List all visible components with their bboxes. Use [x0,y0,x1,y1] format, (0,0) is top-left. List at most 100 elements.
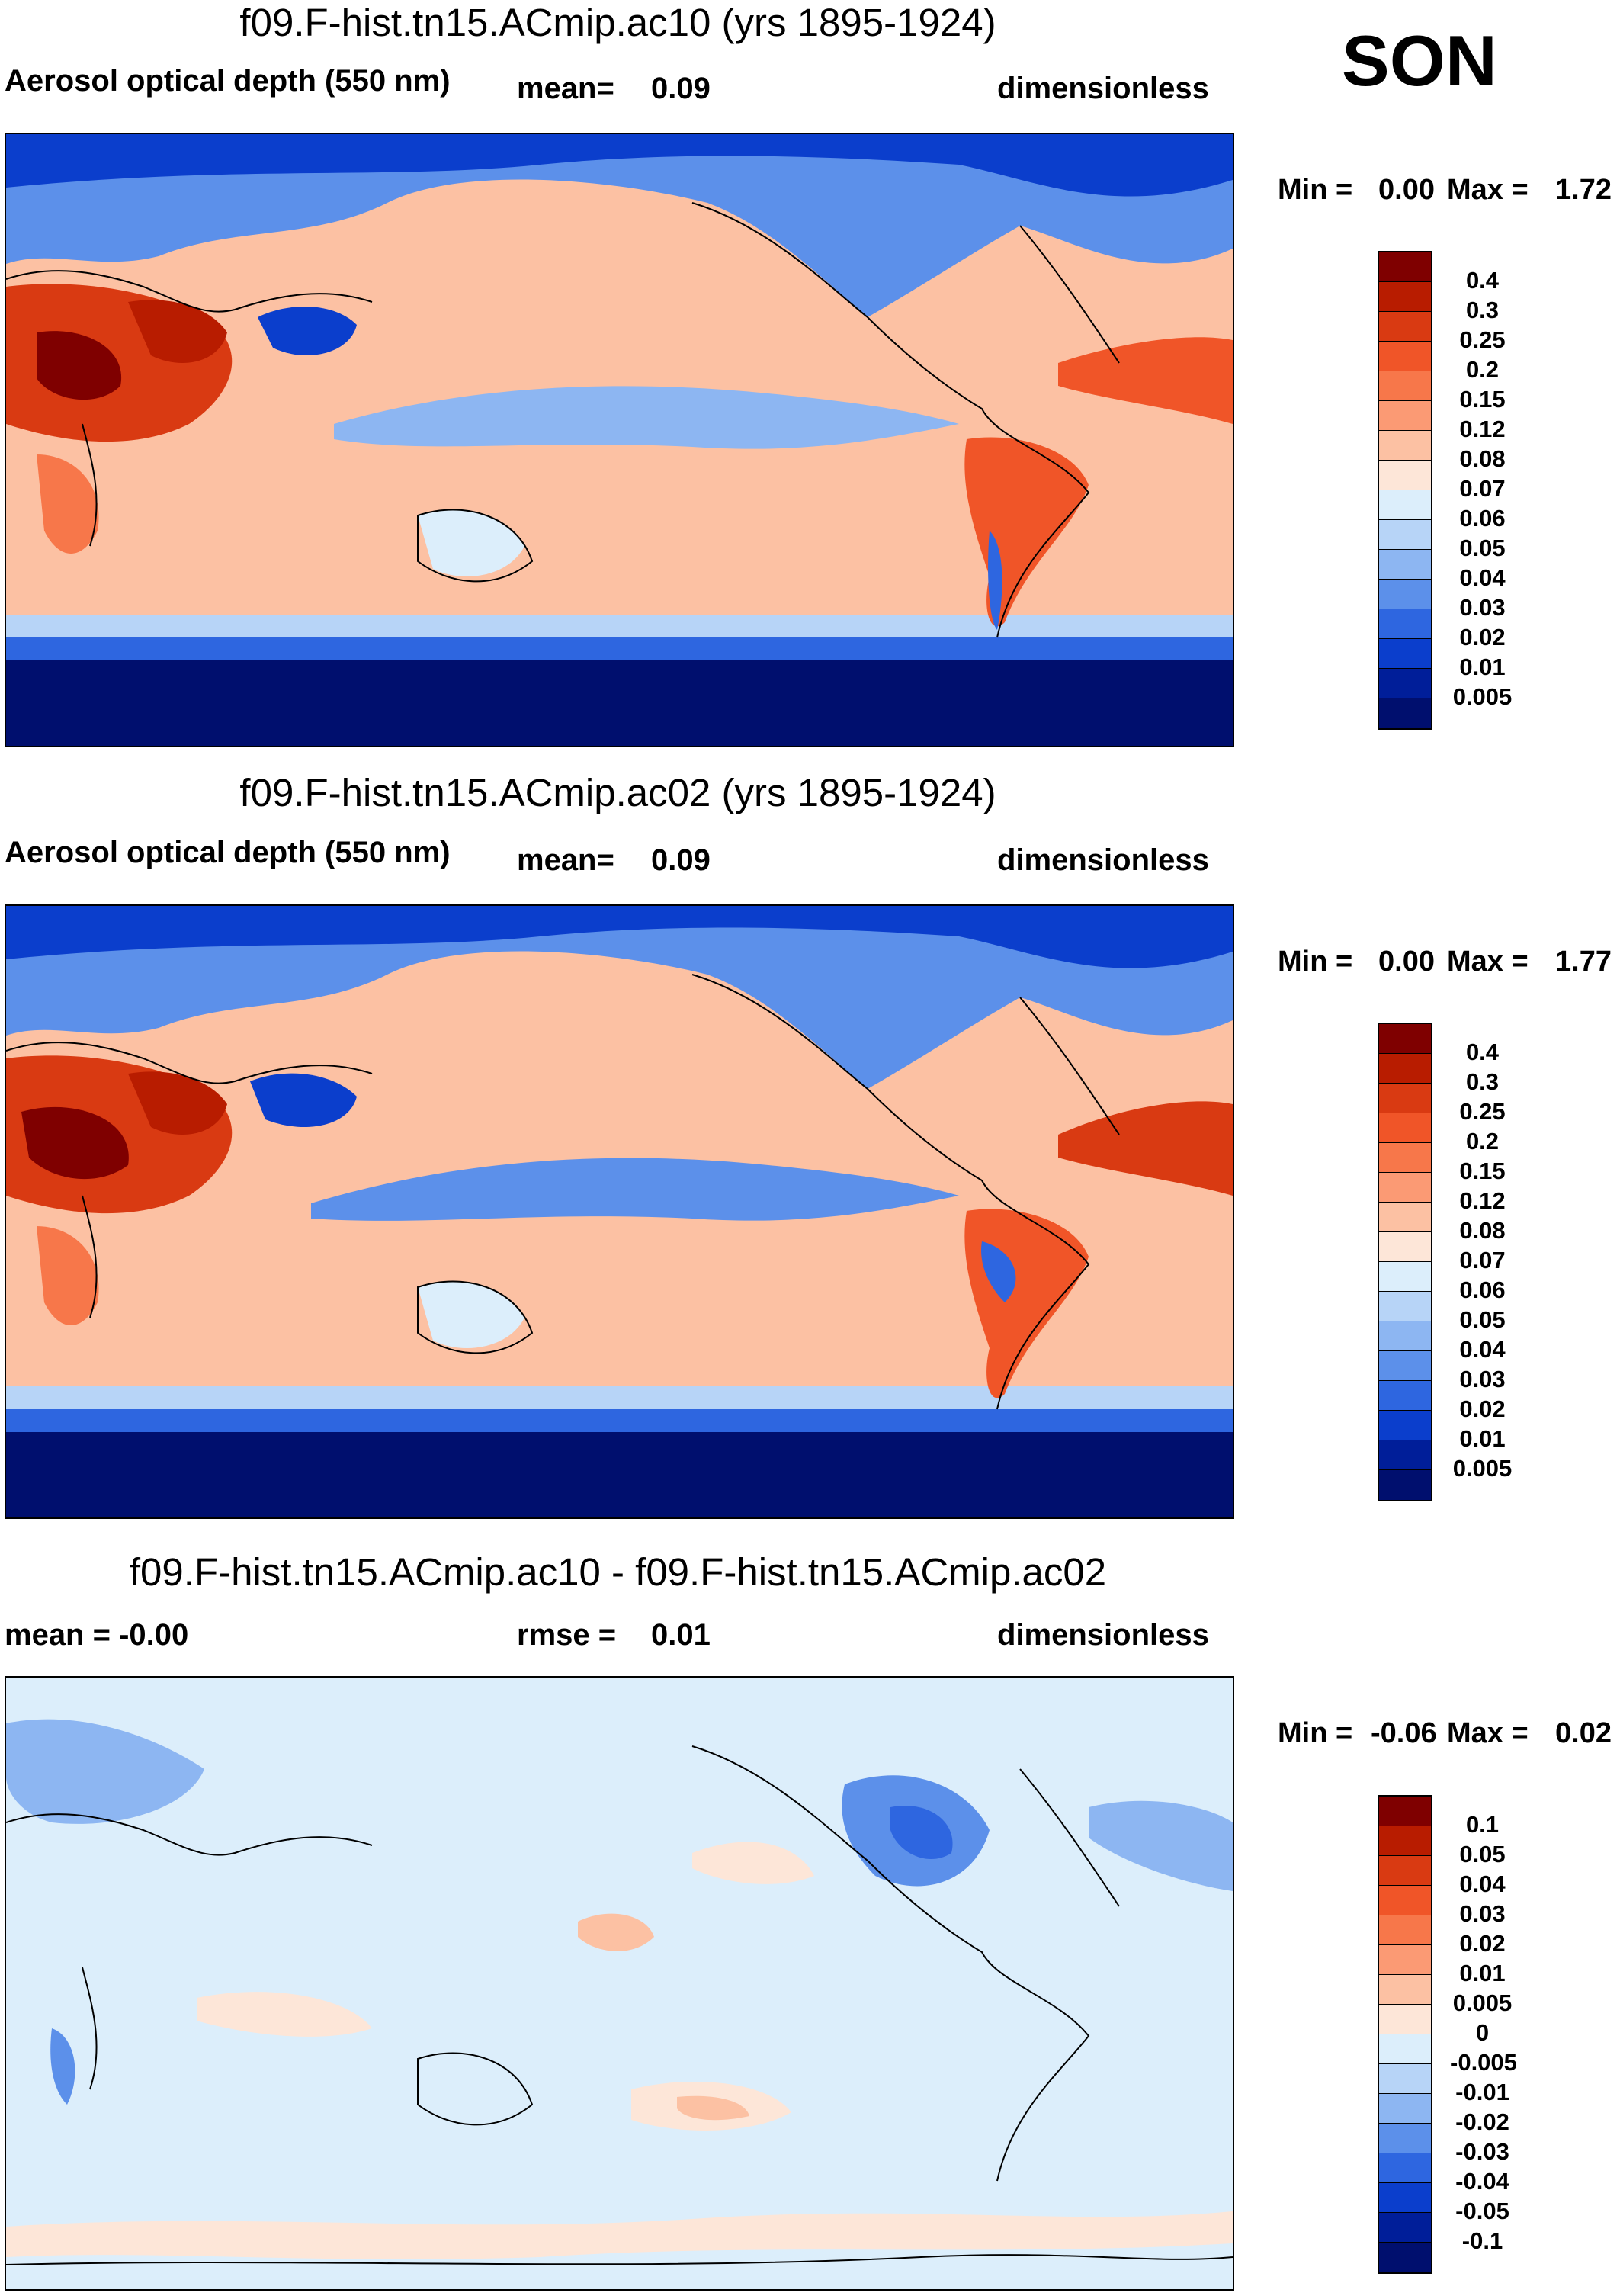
panel1-min-label: Min = [1278,174,1353,206]
panel1-coastlines [6,202,1120,638]
panel1-colorbar-box [1379,252,1431,282]
panel3-colorbar-tick-label: -0.04 [1455,2168,1509,2195]
panel3-colorbar-tick-label: 0 [1475,2019,1490,2046]
panel2-colorbar-box [1379,1292,1431,1321]
panel2-south-africa [37,1226,99,1325]
panel1-colorbar-tick-label: 0.03 [1459,594,1506,621]
panel1-colorbar-tick-label: 0.02 [1459,624,1506,650]
panel3-pacific-red1 [578,1913,654,1951]
panel2-colorbar-box [1379,1203,1431,1232]
panel1-north-blue [6,134,1233,317]
panel1-colorbar-box [1379,698,1431,728]
panel1-map [5,133,1234,747]
panel2-asia-blue [250,1073,357,1127]
panel2-australia [418,1281,524,1348]
panel1-colorbar-tick-label: 0.04 [1459,564,1506,591]
panel2-antarctic [6,1432,1233,1517]
panel2-colorbar-box [1379,1113,1431,1143]
panel3-map-svg [6,1678,1233,2289]
panel1-colorbar-box [1379,431,1431,461]
panel3-rmse-label: rmse = [517,1618,617,1652]
panel1-colorbar-box [1379,520,1431,550]
panel1-colorbar-box [1379,401,1431,431]
panel1-colorbar-box [1379,312,1431,342]
panel3-colorbar-tick-label: -0.005 [1450,2049,1517,2076]
panel2-colorbar [1378,1023,1432,1501]
panel2-mean-value: 0.09 [651,843,711,877]
panel3-colorbar-tick-label: 0.02 [1459,1930,1506,1957]
panel1-min-value: 0.00 [1378,174,1435,206]
panel3-colorbar-box [1379,2124,1431,2153]
panel3-colorbar-tick-label: -0.1 [1461,2227,1503,2254]
panel3-max-label: Max = [1447,1717,1529,1749]
panel3-southern-ocean-red [6,2211,1233,2259]
panel2-title: f09.F-hist.tn15.ACmip.ac02 (yrs 1895-192… [239,771,996,814]
panel3-coastlines [6,1745,1233,2265]
panel3-colorbar-box [1379,1826,1431,1856]
panel1-colorbar-box [1379,609,1431,639]
panel2-max-label: Max = [1447,946,1529,978]
panel1-andes-blue [988,531,1002,630]
panel1-map-svg [6,134,1233,746]
season-label: SON [1342,21,1497,101]
panel2-equatorial-band [311,1158,959,1221]
panel2-map-svg [6,906,1233,1517]
panel3-colorbar-box [1379,1915,1431,1945]
panel1-max-value: 1.72 [1555,174,1612,206]
panel3-map [5,1676,1234,2291]
panel1-colorbar-tick-label: 0.4 [1465,267,1500,294]
panel1-atlantic-outflow [1058,337,1233,424]
panel2-colorbar-box [1379,1411,1431,1440]
panel1-title: f09.F-hist.tn15.ACmip.ac10 (yrs 1895-192… [239,1,996,44]
panel3-colorbar-tick-label: -0.05 [1455,2198,1509,2224]
panel1-mean-label: mean= [517,72,614,105]
panel3-indian-ocean-red [197,1992,372,2037]
panel3-min-value: -0.06 [1371,1717,1437,1749]
panel2-colorbar-tick-label: 0.02 [1459,1395,1506,1422]
panel2-colorbar-tick-label: 0.4 [1465,1039,1500,1065]
panel2-colorbar-box [1379,1351,1431,1381]
panel3-colorbar-tick-label: 0.05 [1459,1841,1506,1867]
panel1-colorbar-tick-label: 0.05 [1459,535,1506,561]
panel1-colorbar-tick-label: 0.08 [1459,445,1506,472]
panel1-colorbar-tick-label: 0.2 [1465,356,1500,383]
panel3-min-label: Min = [1278,1717,1353,1749]
panel3-npacific-red [692,1842,814,1884]
panel2-colorbar-tick-label: 0.03 [1459,1366,1506,1392]
panel1-colorbar-box [1379,639,1431,669]
panel2-colorbar-box [1379,1173,1431,1203]
panel1-variable-label: Aerosol optical depth (550 nm) [5,64,451,98]
panel2-variable-label: Aerosol optical depth (550 nm) [5,836,451,869]
panel3-units: dimensionless [997,1618,1209,1652]
panel1-arctic-blue [6,134,1233,197]
panel3-colorbar-tick-label: -0.03 [1455,2138,1509,2165]
panel2-colorbar-tick-label: 0.12 [1459,1187,1506,1214]
panel2-colorbar-box [1379,1054,1431,1084]
panel3-colorbar-box [1379,2064,1431,2094]
panel2-map [5,904,1234,1519]
panel2-colorbar-tick-label: 0.2 [1465,1128,1500,1154]
panel2-mean-label: mean= [517,843,614,877]
panel3-rmse-value: 0.01 [651,1618,711,1652]
panel3-colorbar-box [1379,2005,1431,2034]
panel3-title: f09.F-hist.tn15.ACmip.ac10 - f09.F-hist.… [129,1550,1107,1594]
panel1-colorbar-box [1379,669,1431,698]
panel1-colorbar-box [1379,490,1431,520]
panel1-colorbar-tick-label: 0.15 [1459,386,1506,413]
panel3-south-africa-blue [50,2028,75,2105]
panel1-colorbar-tick-label: 0.25 [1459,326,1506,353]
panel3-colorbar-tick-label: 0.1 [1465,1811,1500,1838]
panel3-colorbar-box [1379,2153,1431,2183]
panel1-colorbar-tick-label: 0.01 [1459,653,1506,680]
panel3-colorbar-tick-label: 0.005 [1452,1989,1513,2016]
panel1-colorbar-tick-label: 0.005 [1452,683,1513,710]
panel2-colorbar-box [1379,1232,1431,1262]
panel3-pacific-red3 [677,2095,749,2121]
panel2-colorbar-box [1379,1262,1431,1292]
panel2-colorbar-tick-label: 0.01 [1459,1425,1506,1452]
panel3-colorbar-box [1379,1797,1431,1826]
panel2-north-blue [6,906,1233,1089]
panel2-amazon-blue [981,1241,1016,1302]
panel1-arabia-dust [128,300,227,363]
panel1-colorbar-tick-label: 0.3 [1465,297,1500,323]
